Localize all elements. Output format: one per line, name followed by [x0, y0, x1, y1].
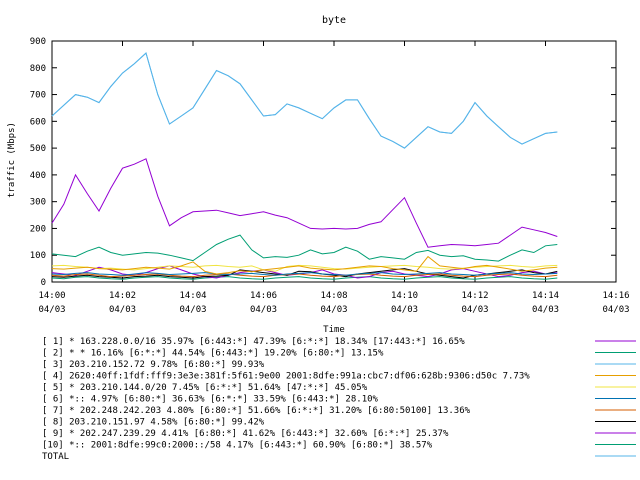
x-tick-time: 14:06: [250, 291, 277, 301]
x-axis-ticks: 14:00 04/03 14:02 04/03 14:04 04/03 14:06 04/03…: [38, 41, 630, 315]
legend-label: [ 7] * 202.248.242.203 4.80% [6:80:*] 51…: [42, 406, 471, 416]
x-tick-time: 14:10: [391, 291, 418, 301]
y-tick-label: 900: [30, 37, 46, 47]
plot-frame: [51, 40, 617, 283]
x-tick-time: 14:08: [320, 291, 347, 301]
legend-label: [ 9] * 202.247.239.29 4.41% [6:80:*] 41.…: [42, 429, 449, 439]
legend-label: [ 4] 2620:40ff:1fdf:fff9:3e3e:381f:5f61:…: [42, 372, 530, 382]
legend: [ 1] * 163.228.0.0/16 35.97% [6:443:*] 4…: [42, 337, 636, 462]
legend-label: TOTAL: [42, 452, 69, 462]
series-line-6: [51, 272, 558, 276]
y-axis-ticks: 0 100 200 300 400 500 600 700 800 900: [30, 37, 616, 288]
x-tick-date: 04/03: [320, 305, 347, 315]
y-tick-label: 0: [41, 278, 46, 288]
x-axis-label: Time: [323, 325, 345, 335]
y-tick-label: 300: [30, 198, 46, 208]
legend-label: [ 6] *:: 4.97% [6:80:*] 36.63% [6:*:*] 3…: [42, 395, 379, 405]
x-tick-date: 04/03: [461, 305, 488, 315]
series-line-10: [51, 276, 558, 280]
legend-label: [ 5] * 203.210.144.0/20 7.45% [6:*:*] 51…: [42, 383, 368, 393]
x-tick-time: 14:16: [602, 291, 629, 301]
series-line-4: [51, 255, 558, 275]
x-tick-date: 04/03: [38, 305, 65, 315]
y-tick-label: 500: [30, 144, 46, 154]
x-tick-time: 14:04: [179, 291, 206, 301]
series-line-2: [51, 234, 558, 262]
x-tick-time: 14:02: [109, 291, 136, 301]
x-tick-date: 04/03: [109, 305, 136, 315]
y-tick-label: 600: [30, 117, 46, 127]
legend-label: [ 1] * 163.228.0.0/16 35.97% [6:443:*] 4…: [42, 337, 465, 347]
x-tick-time: 14:14: [532, 291, 559, 301]
x-tick-time: 14:00: [38, 291, 65, 301]
x-tick-date: 04/03: [179, 305, 206, 315]
x-tick-date: 04/03: [532, 305, 559, 315]
y-tick-label: 100: [30, 251, 46, 261]
x-tick-date: 04/03: [250, 305, 277, 315]
series-line-8: [51, 268, 558, 279]
x-tick-date: 04/03: [391, 305, 418, 315]
x-tick-time: 14:12: [461, 291, 488, 301]
series-line-1: [51, 158, 558, 248]
x-tick-date: 04/03: [602, 305, 629, 315]
chart-title: byte: [322, 15, 346, 26]
y-tick-label: 800: [30, 64, 46, 74]
y-tick-label: 700: [30, 91, 46, 101]
legend-label: [ 2] * * 16.16% [6:*:*] 44.54% [6:443:*]…: [42, 349, 384, 359]
y-tick-label: 200: [30, 224, 46, 234]
y-tick-label: 400: [30, 171, 46, 181]
series-line-7: [51, 273, 558, 278]
legend-label: [10] *:: 2001:8dfe:99c0:2000::/58 4.17% …: [42, 441, 433, 451]
legend-label: [ 3] 203.210.152.72 9.78% [6:80:*] 99.93…: [42, 360, 265, 370]
series-line-3: [51, 52, 558, 149]
series-line-11: [51, 52, 558, 149]
legend-label: [ 8] 203.210.151.97 4.58% [6:80:*] 99.42…: [42, 418, 265, 428]
series-lines: [51, 52, 558, 280]
y-axis-label: traffic (Mbps): [7, 122, 17, 198]
series-line-5: [51, 264, 558, 272]
